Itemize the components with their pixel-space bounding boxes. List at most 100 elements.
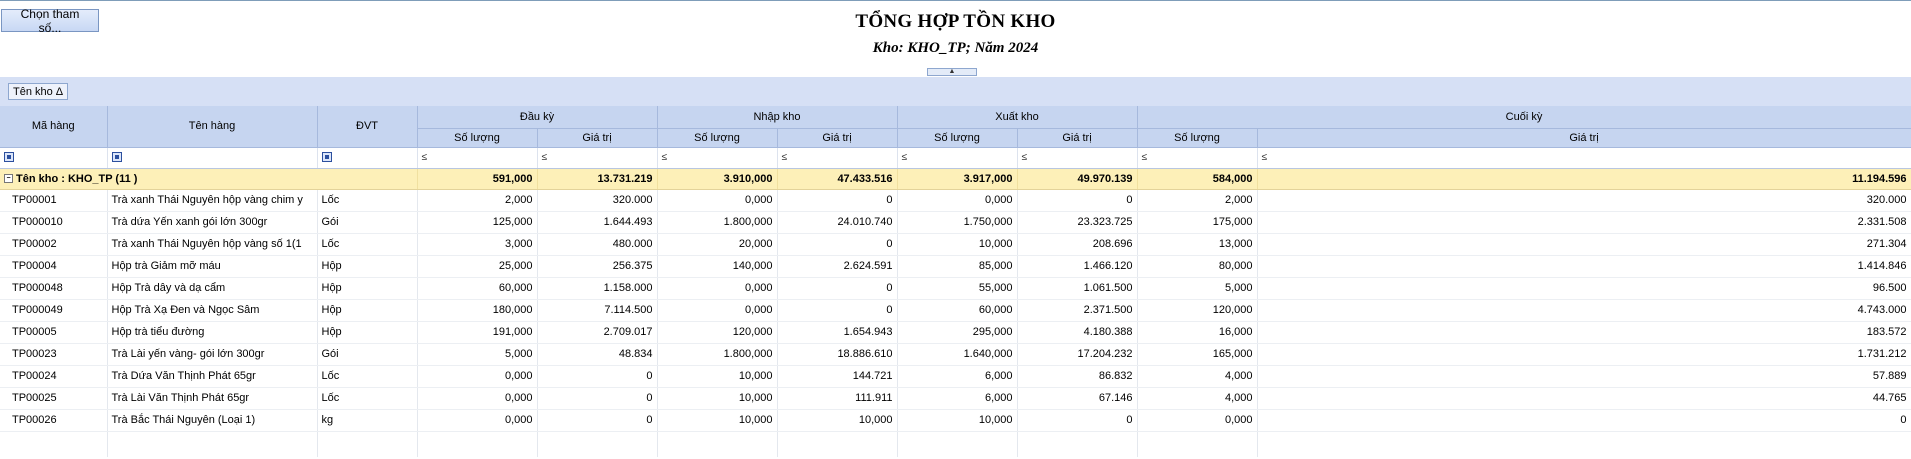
- cell-unit[interactable]: Gói: [317, 343, 418, 366]
- cell-receipts-value[interactable]: 111.911: [777, 387, 898, 410]
- cell-receipts-value[interactable]: 10,000: [777, 409, 898, 432]
- cell-receipts-value[interactable]: 0: [777, 277, 898, 300]
- filter-cell-item-name[interactable]: [107, 147, 318, 169]
- cell-issues-value[interactable]: 86.832: [1017, 365, 1138, 388]
- table-row[interactable]: TP00001 Trà xanh Thái Nguyên hộp vàng chi…: [0, 189, 1911, 212]
- cell-opening-value[interactable]: 1.644.493: [537, 211, 658, 234]
- filter-cell-item-code[interactable]: [0, 147, 108, 169]
- cell-opening-value[interactable]: 48.834: [537, 343, 658, 366]
- cell-receipts-value[interactable]: 24.010.740: [777, 211, 898, 234]
- filter-cell-closing-value[interactable]: ≤: [1257, 147, 1911, 169]
- cell-opening-qty[interactable]: 191,000: [417, 321, 538, 344]
- table-row[interactable]: TP00023 Trà Lài yến vàng- gói lớn 300gr Gó…: [0, 343, 1911, 366]
- cell-receipts-qty[interactable]: 10,000: [657, 387, 778, 410]
- filter-cell-issues-value[interactable]: ≤: [1017, 147, 1138, 169]
- band-header-receipts[interactable]: Nhập kho: [657, 106, 898, 129]
- cell-receipts-value[interactable]: 18.886.610: [777, 343, 898, 366]
- cell-item-name[interactable]: Trà xanh Thái Nguyên hộp vàng chim y: [107, 189, 318, 212]
- cell-closing-value[interactable]: 96.500: [1257, 277, 1911, 300]
- cell-receipts-qty[interactable]: 120,000: [657, 321, 778, 344]
- cell-opening-qty[interactable]: 0,000: [417, 387, 538, 410]
- cell-item-code[interactable]: TP00004: [0, 255, 108, 278]
- cell-issues-value[interactable]: 0: [1017, 409, 1138, 432]
- cell-closing-value[interactable]: 1.414.846: [1257, 255, 1911, 278]
- cell-item-code[interactable]: TP00001: [0, 189, 108, 212]
- group-by-chip-warehouse[interactable]: Tên kho Δ: [8, 83, 69, 100]
- filter-cell-unit[interactable]: [317, 147, 418, 169]
- band-header-opening[interactable]: Đầu kỳ: [417, 106, 658, 129]
- cell-closing-qty[interactable]: 175,000: [1137, 211, 1258, 234]
- cell-closing-qty[interactable]: 4,000: [1137, 387, 1258, 410]
- cell-issues-value[interactable]: 1.466.120: [1017, 255, 1138, 278]
- cell-receipts-value[interactable]: 1.654.943: [777, 321, 898, 344]
- column-header-opening-qty[interactable]: Số lượng: [417, 128, 538, 148]
- cell-issues-qty[interactable]: 85,000: [897, 255, 1018, 278]
- cell-closing-value[interactable]: 1.731.212: [1257, 343, 1911, 366]
- cell-closing-value[interactable]: 44.765: [1257, 387, 1911, 410]
- cell-issues-qty[interactable]: 1.640,000: [897, 343, 1018, 366]
- cell-unit[interactable]: kg: [317, 409, 418, 432]
- group-row-warehouse[interactable]: − Tên kho : KHO_TP (11 ) 591,000 13.731.2…: [0, 168, 1911, 190]
- cell-item-name[interactable]: Trà Lài yến vàng- gói lớn 300gr: [107, 343, 318, 366]
- filter-cell-closing-qty[interactable]: ≤: [1137, 147, 1258, 169]
- cell-receipts-value[interactable]: 144.721: [777, 365, 898, 388]
- cell-item-code[interactable]: TP00002: [0, 233, 108, 256]
- cell-unit[interactable]: Lốc: [317, 365, 418, 388]
- cell-opening-qty[interactable]: 125,000: [417, 211, 538, 234]
- cell-issues-qty[interactable]: 6,000: [897, 365, 1018, 388]
- cell-issues-qty[interactable]: 55,000: [897, 277, 1018, 300]
- cell-issues-value[interactable]: 0: [1017, 189, 1138, 212]
- cell-item-code[interactable]: TP000048: [0, 277, 108, 300]
- collapse-header-handle[interactable]: ▲: [927, 68, 977, 76]
- cell-item-name[interactable]: Hộp trà Giảm mỡ máu: [107, 255, 318, 278]
- cell-closing-value[interactable]: 320.000: [1257, 189, 1911, 212]
- cell-item-code[interactable]: TP00025: [0, 387, 108, 410]
- cell-item-name[interactable]: Trà Dứa Văn Thịnh Phát 65gr: [107, 365, 318, 388]
- cell-issues-value[interactable]: 2.371.500: [1017, 299, 1138, 322]
- cell-issues-qty[interactable]: 295,000: [897, 321, 1018, 344]
- cell-opening-qty[interactable]: 0,000: [417, 409, 538, 432]
- cell-item-name[interactable]: Trà Lài Văn Thịnh Phát 65gr: [107, 387, 318, 410]
- cell-opening-qty[interactable]: 0,000: [417, 365, 538, 388]
- filter-operator-icon[interactable]: [111, 152, 122, 163]
- table-row[interactable]: TP000010 Trà dứa Yến xanh gói lớn 300gr Gó…: [0, 211, 1911, 234]
- column-header-item-code[interactable]: Mã hàng: [0, 106, 108, 148]
- cell-item-name[interactable]: Trà Bắc Thái Nguyên (Loại 1): [107, 409, 318, 432]
- cell-item-code[interactable]: TP00023: [0, 343, 108, 366]
- cell-receipts-qty[interactable]: 10,000: [657, 365, 778, 388]
- filter-cell-receipts-value[interactable]: ≤: [777, 147, 898, 169]
- column-header-issues-value[interactable]: Giá trị: [1017, 128, 1138, 148]
- cell-opening-value[interactable]: 0: [537, 365, 658, 388]
- cell-issues-qty[interactable]: 6,000: [897, 387, 1018, 410]
- cell-receipts-qty[interactable]: 0,000: [657, 277, 778, 300]
- cell-closing-qty[interactable]: 2,000: [1137, 189, 1258, 212]
- filter-cell-opening-qty[interactable]: ≤: [417, 147, 538, 169]
- cell-opening-value[interactable]: 7.114.500: [537, 299, 658, 322]
- cell-item-name[interactable]: Hộp Trà dây và dạ cẩm: [107, 277, 318, 300]
- cell-receipts-value[interactable]: 0: [777, 189, 898, 212]
- cell-receipts-qty[interactable]: 10,000: [657, 409, 778, 432]
- table-row[interactable]: TP00024 Trà Dứa Văn Thịnh Phát 65gr Lốc 0,0…: [0, 365, 1911, 388]
- cell-issues-qty[interactable]: 10,000: [897, 409, 1018, 432]
- cell-opening-qty[interactable]: 3,000: [417, 233, 538, 256]
- cell-opening-qty[interactable]: 60,000: [417, 277, 538, 300]
- cell-closing-qty[interactable]: 4,000: [1137, 365, 1258, 388]
- cell-issues-value[interactable]: 1.061.500: [1017, 277, 1138, 300]
- filter-cell-issues-qty[interactable]: ≤: [897, 147, 1018, 169]
- cell-opening-value[interactable]: 320.000: [537, 189, 658, 212]
- cell-closing-value[interactable]: 2.331.508: [1257, 211, 1911, 234]
- cell-issues-qty[interactable]: 60,000: [897, 299, 1018, 322]
- cell-issues-value[interactable]: 17.204.232: [1017, 343, 1138, 366]
- cell-item-code[interactable]: TP00005: [0, 321, 108, 344]
- cell-unit[interactable]: Lốc: [317, 233, 418, 256]
- cell-opening-value[interactable]: 256.375: [537, 255, 658, 278]
- cell-issues-value[interactable]: 67.146: [1017, 387, 1138, 410]
- table-row[interactable]: TP000048 Hộp Trà dây và dạ cẩm Hộp 60,000 1.…: [0, 277, 1911, 300]
- cell-closing-value[interactable]: 183.572: [1257, 321, 1911, 344]
- filter-cell-receipts-qty[interactable]: ≤: [657, 147, 778, 169]
- cell-opening-value[interactable]: 480.000: [537, 233, 658, 256]
- table-row[interactable]: TP00025 Trà Lài Văn Thịnh Phát 65gr Lốc 0,0…: [0, 387, 1911, 410]
- cell-closing-qty[interactable]: 13,000: [1137, 233, 1258, 256]
- cell-unit[interactable]: Hộp: [317, 321, 418, 344]
- filter-operator-icon[interactable]: [4, 152, 14, 163]
